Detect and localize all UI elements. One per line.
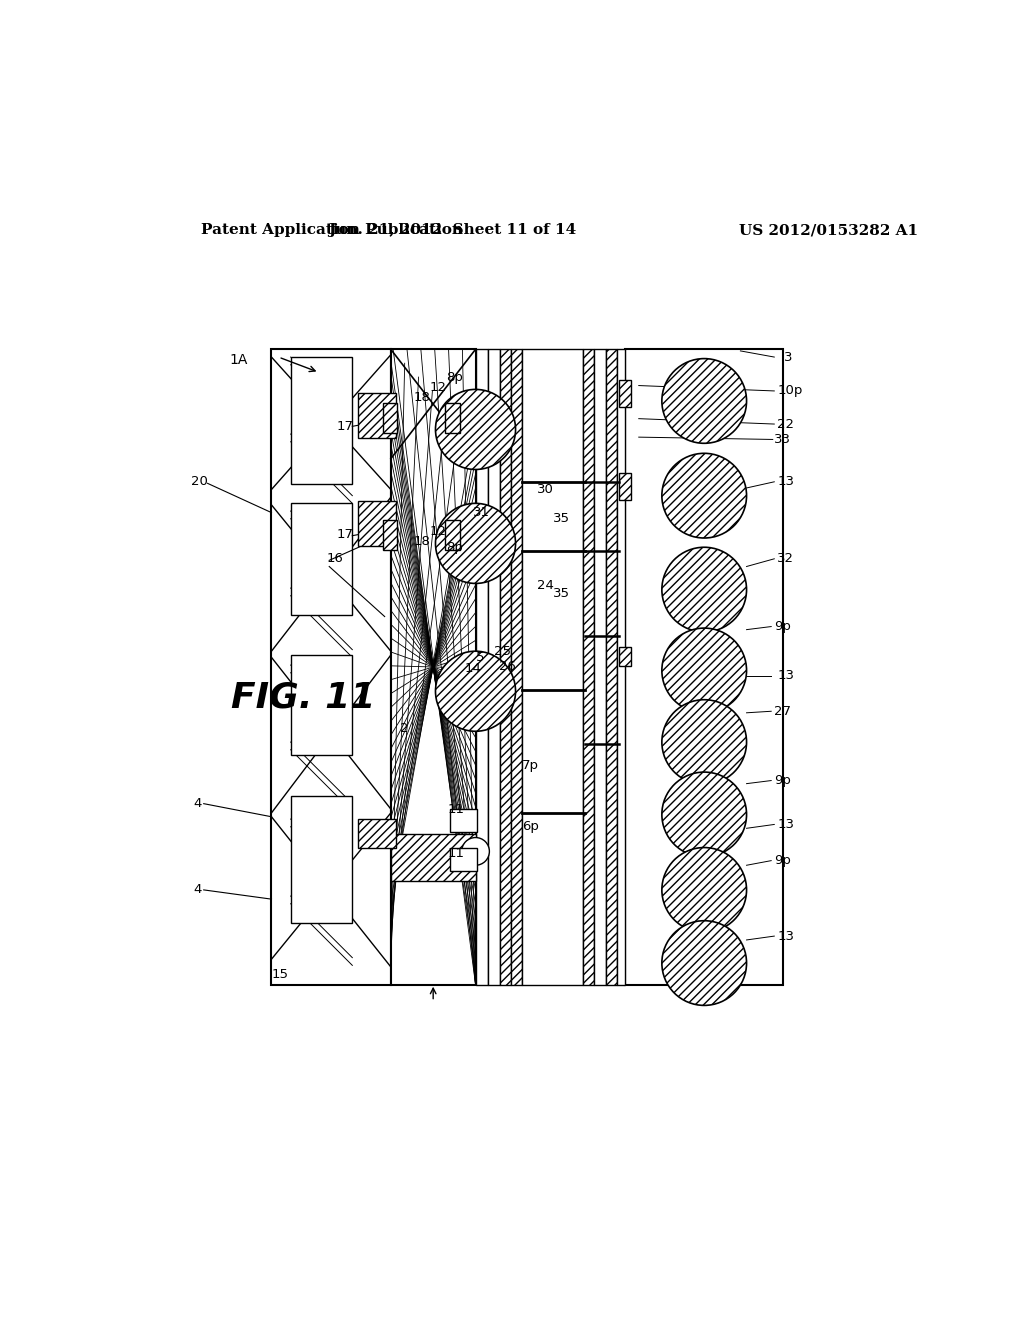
Bar xyxy=(521,350,584,985)
Text: 2: 2 xyxy=(400,722,409,735)
Text: 8p: 8p xyxy=(446,541,463,554)
Text: 27: 27 xyxy=(774,705,792,718)
Text: 13: 13 xyxy=(777,929,795,942)
Bar xyxy=(487,350,500,985)
Text: 17: 17 xyxy=(337,528,354,541)
Text: 20: 20 xyxy=(190,475,208,488)
Circle shape xyxy=(662,847,746,932)
Text: 25: 25 xyxy=(494,644,511,657)
Text: 13: 13 xyxy=(777,475,795,488)
Text: 3: 3 xyxy=(783,351,792,363)
Text: 9p: 9p xyxy=(774,620,792,634)
Text: 11: 11 xyxy=(447,803,465,816)
Bar xyxy=(511,350,521,985)
Bar xyxy=(594,350,606,985)
Text: 13: 13 xyxy=(777,818,795,832)
Bar xyxy=(357,393,396,438)
Text: Jun. 21, 2012  Sheet 11 of 14: Jun. 21, 2012 Sheet 11 of 14 xyxy=(329,223,577,238)
Circle shape xyxy=(662,921,746,1006)
Bar xyxy=(271,350,391,985)
Circle shape xyxy=(662,628,746,713)
Text: 9p: 9p xyxy=(774,774,792,787)
Text: 1A: 1A xyxy=(229,354,248,367)
Text: 13: 13 xyxy=(777,669,795,682)
Text: 24: 24 xyxy=(538,579,554,593)
Text: 5: 5 xyxy=(476,651,484,664)
Bar xyxy=(618,647,631,665)
Bar xyxy=(291,358,352,484)
Text: 12: 12 xyxy=(429,381,446,395)
Bar xyxy=(617,350,625,985)
Text: US 2012/0153282 A1: US 2012/0153282 A1 xyxy=(739,223,918,238)
Circle shape xyxy=(662,700,746,784)
Bar xyxy=(391,834,475,880)
Bar xyxy=(357,502,396,545)
Bar xyxy=(383,404,397,433)
Circle shape xyxy=(435,651,515,731)
Bar xyxy=(291,655,352,755)
Text: 22: 22 xyxy=(777,417,795,430)
Bar xyxy=(500,350,511,985)
Text: 4: 4 xyxy=(194,797,202,810)
Circle shape xyxy=(662,359,746,444)
Bar xyxy=(584,350,594,985)
Bar xyxy=(451,847,477,871)
Circle shape xyxy=(662,772,746,857)
Text: 6p: 6p xyxy=(521,820,539,833)
Text: 18: 18 xyxy=(414,391,431,404)
Circle shape xyxy=(662,453,746,539)
Text: 30: 30 xyxy=(538,483,554,496)
Bar xyxy=(391,350,475,985)
Circle shape xyxy=(435,503,515,583)
Bar xyxy=(383,520,397,549)
Text: 17: 17 xyxy=(337,420,354,433)
Text: 7p: 7p xyxy=(521,759,539,772)
Bar xyxy=(444,520,460,549)
Circle shape xyxy=(435,389,515,470)
Text: 33: 33 xyxy=(774,433,792,446)
Text: 16: 16 xyxy=(327,552,344,565)
Text: 8p: 8p xyxy=(446,371,463,384)
Text: 11: 11 xyxy=(447,847,465,861)
Text: 9p: 9p xyxy=(774,854,792,867)
Circle shape xyxy=(662,548,746,632)
Text: 31: 31 xyxy=(473,506,490,519)
Bar xyxy=(444,404,460,433)
Text: 14: 14 xyxy=(465,663,481,676)
Text: 10p: 10p xyxy=(777,384,803,397)
Bar xyxy=(606,350,617,985)
Bar xyxy=(291,503,352,615)
Text: 4: 4 xyxy=(194,883,202,896)
Text: 12: 12 xyxy=(429,525,446,539)
Text: 35: 35 xyxy=(553,587,569,601)
Text: 15: 15 xyxy=(271,968,289,981)
Text: 26: 26 xyxy=(499,660,515,673)
Text: 18: 18 xyxy=(414,535,431,548)
Text: 32: 32 xyxy=(777,552,795,565)
Bar xyxy=(451,809,477,832)
Text: FIG. 11: FIG. 11 xyxy=(230,680,375,714)
Bar xyxy=(618,380,631,407)
Text: Patent Application Publication: Patent Application Publication xyxy=(202,223,464,238)
Bar xyxy=(291,796,352,923)
Bar xyxy=(475,350,487,985)
Bar xyxy=(618,473,631,499)
Circle shape xyxy=(462,837,489,866)
Bar xyxy=(357,818,396,849)
Text: 35: 35 xyxy=(553,512,569,525)
Bar xyxy=(625,350,782,985)
